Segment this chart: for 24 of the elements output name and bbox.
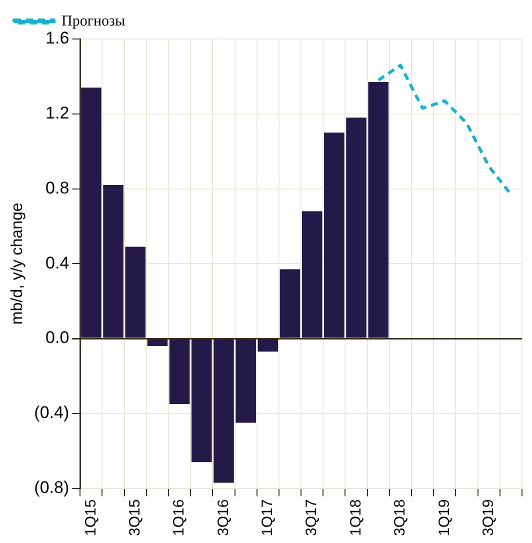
y-tick-label: 0.8	[46, 178, 70, 198]
bar	[169, 339, 190, 404]
legend-label: Прогнозы	[62, 13, 126, 30]
x-tick-label: 1Q19	[436, 499, 453, 536]
y-tick-label: 0.0	[46, 328, 70, 348]
y-axis-title: mb/d, y/y change	[9, 202, 26, 325]
x-tick-label: 3Q16	[214, 499, 232, 536]
bar	[147, 339, 168, 346]
y-tick-label: 1.6	[46, 28, 70, 48]
bar	[280, 269, 300, 338]
x-tick-label: 3Q18	[392, 499, 409, 536]
bar	[258, 339, 278, 352]
y-tick-label: (0.8)	[34, 478, 70, 497]
x-tick-label: 1Q18	[347, 499, 364, 536]
x-tick-label: 1Q17	[259, 499, 276, 536]
x-tick-label: 1Q16	[170, 499, 188, 536]
y-tick-label: 0.4	[46, 253, 70, 272]
x-tick-label: 3Q19	[480, 499, 497, 536]
y-tick-label: 1.2	[46, 104, 70, 123]
x-tick-label: 1Q15	[82, 499, 100, 536]
y-tick-label: (0.4)	[34, 403, 70, 422]
x-tick-label: 3Q15	[126, 499, 144, 536]
x-tick-label: 3Q17	[303, 499, 320, 536]
line-series	[376, 64, 512, 196]
